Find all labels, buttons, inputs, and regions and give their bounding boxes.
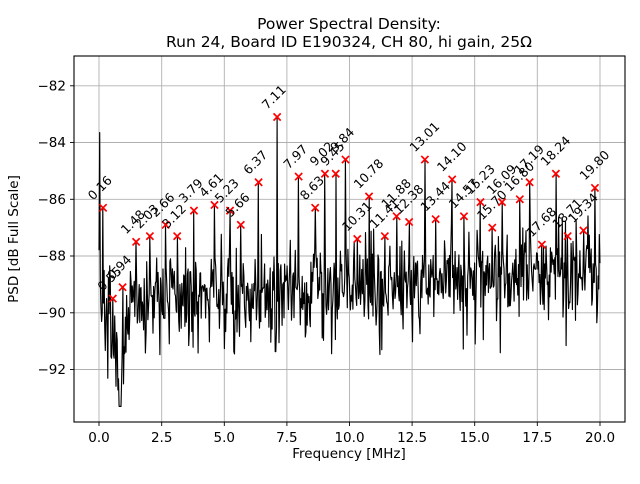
svg-text:20.0: 20.0 [585, 430, 615, 446]
svg-text:−84: −84 [38, 135, 67, 151]
svg-text:5.0: 5.0 [214, 430, 235, 446]
svg-text:15.0: 15.0 [460, 430, 490, 446]
chart-title-line2: Run 24, Board ID E190324, CH 80, hi gain… [166, 33, 532, 51]
svg-text:7.5: 7.5 [276, 430, 297, 446]
svg-text:12.5: 12.5 [397, 430, 427, 446]
svg-text:17.5: 17.5 [522, 430, 552, 446]
svg-text:−92: −92 [38, 362, 67, 378]
svg-text:−82: −82 [38, 78, 67, 94]
y-axis-label: PSD [dB Full Scale] [6, 175, 22, 303]
gridlines [74, 56, 625, 422]
svg-text:−90: −90 [38, 305, 67, 321]
chart-title-line1: Power Spectral Density: [257, 15, 441, 33]
peak-x-markers [98, 112, 600, 303]
svg-text:10.0: 10.0 [334, 430, 364, 446]
svg-text:−88: −88 [38, 249, 67, 265]
svg-text:−86: −86 [38, 192, 67, 208]
psd-trace-line [98, 116, 601, 407]
tick-marks [70, 85, 601, 426]
x-axis-label: Frequency [MHz] [292, 446, 405, 462]
tick-labels: 0.0 2.5 5.0 7.5 10.0 12.5 15.0 17.5 20.0 −82 −84 −8… [38, 78, 616, 446]
svg-text:0.0: 0.0 [88, 430, 109, 446]
svg-text:2.5: 2.5 [151, 430, 172, 446]
